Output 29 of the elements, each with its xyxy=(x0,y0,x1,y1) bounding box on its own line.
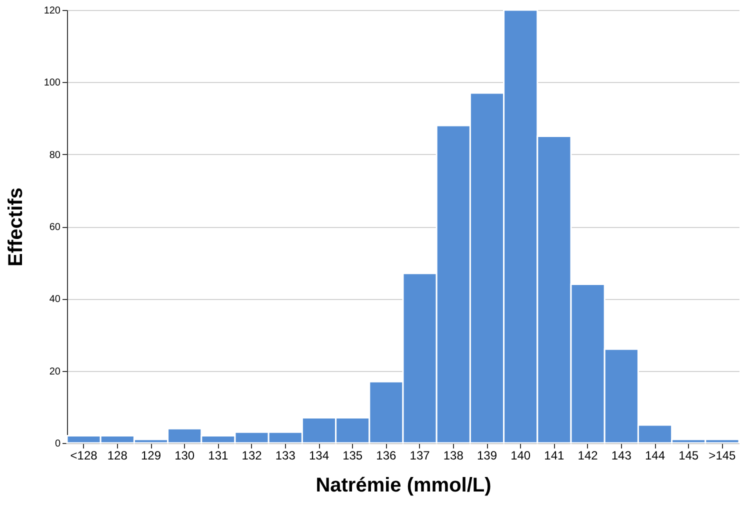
y-tick-label: 0 xyxy=(54,438,61,450)
x-tick-label: 132 xyxy=(242,448,262,462)
y-tick-label: 40 xyxy=(49,294,61,306)
x-tick-label: 131 xyxy=(208,448,229,462)
y-tick-label: 100 xyxy=(44,78,61,89)
y-tick-label: 80 xyxy=(49,150,61,161)
x-tick-label: 143 xyxy=(611,448,632,462)
x-tick-label: 138 xyxy=(443,448,464,462)
x-tick-label: 144 xyxy=(644,448,666,462)
x-tick-label: 140 xyxy=(510,448,531,462)
y-tick-label: 120 xyxy=(44,6,61,16)
x-tick-label: 135 xyxy=(342,448,363,462)
x-tick-label: 128 xyxy=(107,448,128,462)
y-tick-label: 60 xyxy=(49,222,61,233)
x-tick-label: 130 xyxy=(174,448,195,462)
x-tick-label: 129 xyxy=(140,448,162,462)
x-tick-label: 136 xyxy=(376,448,397,462)
x-tick-label: 145 xyxy=(678,448,699,462)
x-tick-label: 133 xyxy=(275,448,296,462)
x-tick-label: 139 xyxy=(476,448,498,462)
x-tick-label: 142 xyxy=(578,448,598,462)
x-tick-label: <128 xyxy=(70,448,98,462)
y-axis-title: Effectifs xyxy=(4,188,27,266)
x-tick-label: >145 xyxy=(708,448,736,462)
y-tick-label: 20 xyxy=(49,366,61,378)
x-tick-label: 137 xyxy=(410,448,430,462)
x-axis-title: Natrémie (mmol/L) xyxy=(316,474,492,496)
x-tick-label: 134 xyxy=(308,448,330,462)
x-tick-label: 141 xyxy=(544,448,565,462)
